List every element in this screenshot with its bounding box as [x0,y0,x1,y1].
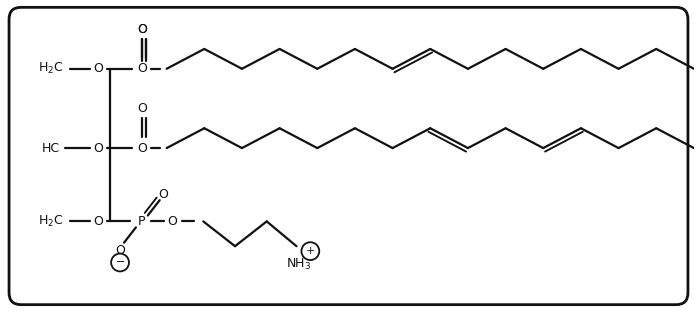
Text: +: + [306,246,315,256]
Text: −: − [116,257,125,267]
Text: O: O [115,244,125,257]
Text: H$_2$C: H$_2$C [38,214,63,229]
Text: O: O [93,142,103,154]
Text: NH$_3$: NH$_3$ [286,256,311,271]
Text: O: O [137,142,147,154]
Text: O: O [168,215,178,228]
Text: O: O [137,23,147,36]
Text: O: O [93,215,103,228]
Text: P: P [138,215,146,228]
FancyBboxPatch shape [9,7,688,305]
Text: H$_2$C: H$_2$C [38,61,63,76]
Text: O: O [137,23,147,36]
Text: O: O [137,102,147,115]
Text: O: O [137,62,147,75]
Text: O: O [159,188,169,201]
Text: HC: HC [42,142,60,154]
Text: O: O [93,62,103,75]
